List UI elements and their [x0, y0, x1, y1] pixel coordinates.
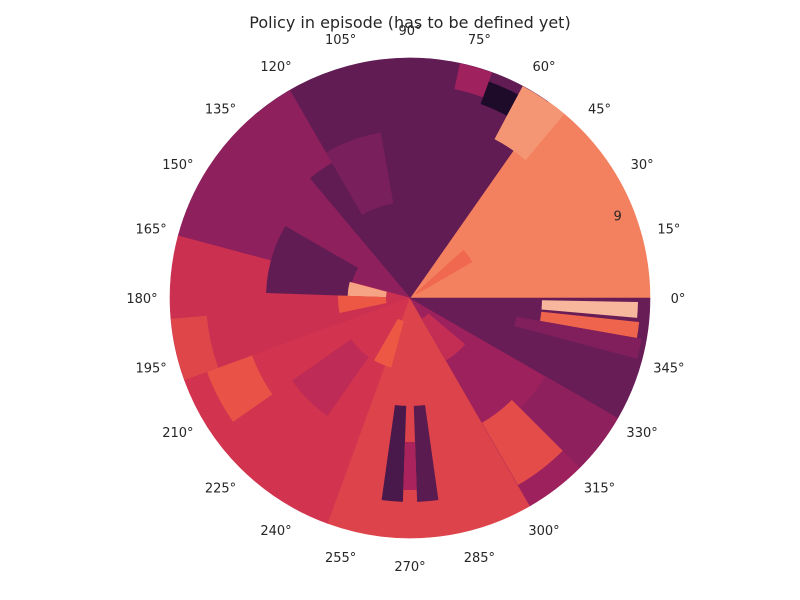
heatmap-cell [292, 339, 369, 416]
heatmap-sector [327, 297, 531, 539]
angular-tick-label: 0° [671, 292, 686, 307]
heatmap-cells [169, 57, 651, 539]
angular-tick-label: 300° [528, 524, 559, 539]
chart-title: Policy in episode (has to be defined yet… [249, 13, 570, 32]
heatmap-cell [266, 226, 359, 296]
angular-tick-label: 135° [205, 102, 236, 117]
heatmap-cell [374, 318, 404, 368]
heatmap-cell [403, 441, 417, 490]
angular-tick-label: 270° [394, 560, 425, 575]
angular-tick-label: 210° [162, 426, 193, 441]
angular-tick-labels: 0° 15° 30° 45° 60° 75° 90° 105° 120° 135° 150° 165°… [126, 24, 685, 575]
angular-tick-label: 345° [653, 361, 684, 376]
angular-tick-label: 45° [588, 102, 611, 117]
heatmap-cell [170, 315, 219, 381]
radial-tick-label: 9 [614, 209, 622, 224]
heatmap-cell [415, 249, 473, 295]
heatmap-cell [338, 295, 387, 313]
heatmap-cell [207, 355, 273, 422]
heatmap-cell [422, 313, 466, 361]
angular-tick-label: 90° [398, 24, 421, 39]
heatmap-cell [381, 404, 407, 502]
heatmap-cell [541, 300, 638, 318]
angular-tick-label: 150° [162, 158, 193, 173]
angular-tick-label: 15° [657, 223, 680, 238]
angular-tick-label: 120° [260, 60, 291, 75]
angular-tick-label: 225° [205, 482, 236, 497]
heatmap-cell [494, 86, 565, 161]
angular-tick-label: 330° [626, 426, 657, 441]
heatmap-cell [413, 404, 439, 502]
heatmap-cell [482, 399, 563, 486]
angular-tick-label: 315° [584, 482, 615, 497]
angular-tick-label: 105° [325, 33, 356, 48]
angular-tick-label: 240° [260, 524, 291, 539]
heatmap-cell [480, 81, 519, 116]
angular-tick-label: 30° [631, 158, 654, 173]
heatmap-cell [514, 316, 642, 359]
angular-tick-label: 285° [464, 551, 495, 566]
heatmap-cell [539, 311, 640, 339]
heatmap-cell [454, 63, 493, 98]
angular-tick-label: 255° [325, 551, 356, 566]
heatmap-cell [347, 281, 387, 298]
angular-tick-label: 195° [135, 361, 166, 376]
heatmap-cell [326, 132, 394, 215]
angular-tick-label: 180° [126, 292, 157, 307]
angular-tick-label: 60° [532, 60, 555, 75]
heatmap-cell [520, 376, 618, 468]
heatmap-cell [226, 90, 332, 198]
angular-tick-label: 75° [468, 33, 491, 48]
radial-tick-labels: 9 [614, 209, 622, 224]
angular-tick-label: 165° [135, 223, 166, 238]
